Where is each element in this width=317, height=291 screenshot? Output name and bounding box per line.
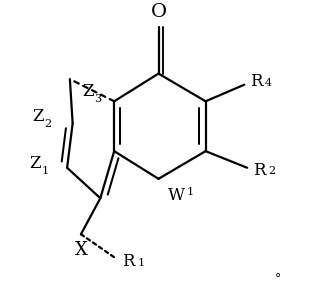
Text: 1: 1 (41, 166, 49, 176)
Text: W: W (168, 187, 185, 204)
Text: °: ° (275, 272, 281, 285)
Text: X: X (74, 241, 87, 259)
Text: 4: 4 (265, 78, 272, 88)
Text: 2: 2 (44, 119, 51, 129)
Text: R: R (122, 253, 135, 270)
Text: R: R (250, 73, 262, 91)
Text: 3: 3 (94, 94, 101, 104)
Text: 2: 2 (268, 166, 275, 176)
Text: 1: 1 (186, 187, 193, 197)
Text: Z: Z (29, 155, 41, 172)
Text: Z: Z (82, 83, 94, 100)
Text: 1: 1 (138, 258, 145, 268)
Text: O: O (151, 3, 166, 21)
Text: R: R (253, 162, 265, 179)
Text: Z: Z (32, 108, 43, 125)
